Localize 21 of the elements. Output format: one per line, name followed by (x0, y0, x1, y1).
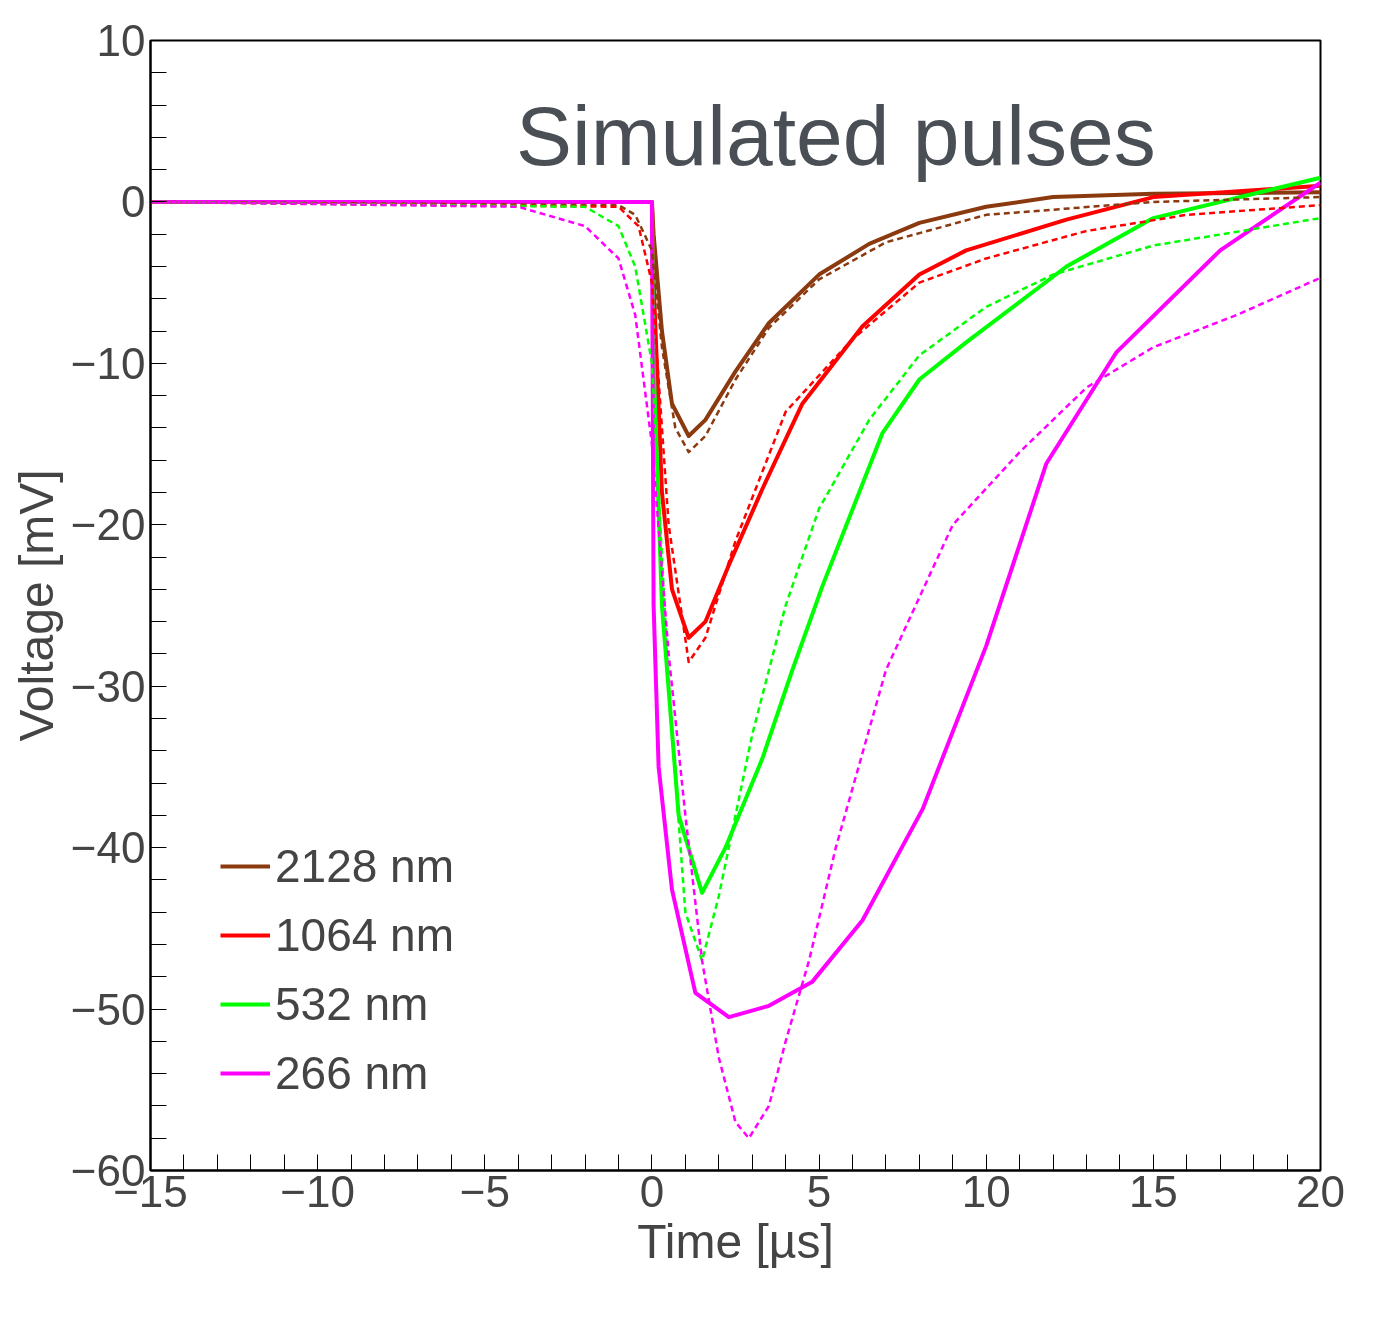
y-axis-title: Voltage [mV] (9, 469, 63, 742)
legend-label: 1064 nm (275, 907, 455, 962)
x-tick-label: −5 (459, 1166, 510, 1216)
y-tick-label: 10 (96, 16, 146, 65)
x-tick-label: −10 (280, 1166, 355, 1216)
y-tick-label: −30 (70, 661, 146, 711)
y-tick-label: −40 (70, 823, 146, 873)
y-tick-label: −20 (70, 500, 146, 550)
text: Simulated pulses (515, 88, 1156, 183)
legend-label: 532 nm (275, 976, 429, 1031)
x-tick-label: 15 (1128, 1166, 1178, 1216)
x-tick-label: 20 (1296, 1166, 1345, 1216)
legend-label: 2128 nm (275, 838, 455, 893)
y-tick-label: −50 (70, 984, 146, 1034)
x-tick-label: 0 (639, 1166, 665, 1216)
x-tick-label: 10 (961, 1166, 1011, 1216)
y-tick-label: −10 (70, 338, 146, 388)
legend-label: 266 nm (275, 1045, 429, 1100)
x-tick-label: 5 (806, 1166, 832, 1216)
x-axis-title: Time [µs] (637, 1214, 834, 1268)
y-tick-label: 0 (121, 177, 146, 227)
